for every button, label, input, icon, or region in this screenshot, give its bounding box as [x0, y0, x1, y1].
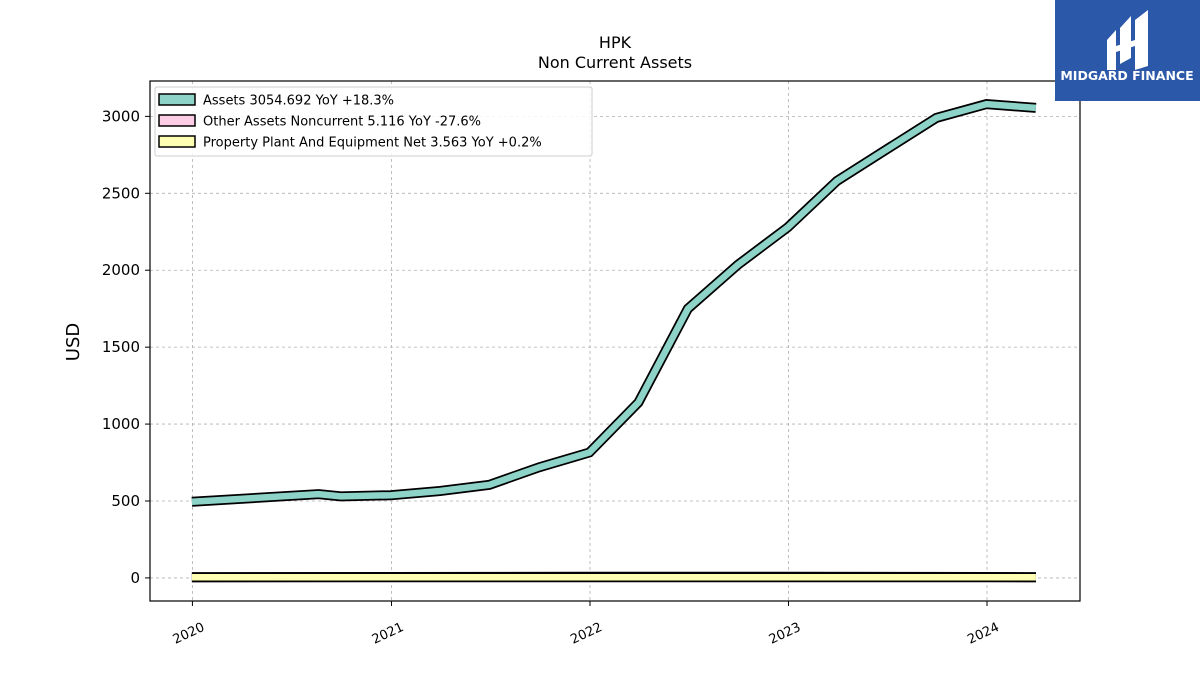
x-tick-label: 2022 [568, 620, 604, 648]
x-tick-label: 2023 [767, 620, 803, 648]
y-axis: 0 500 1000 1500 2000 2500 3000 [102, 107, 150, 587]
x-axis: 2020 2021 2022 2023 2024 [171, 601, 1002, 648]
y-tick-label: 2500 [102, 184, 140, 202]
legend: Assets 3054.692 YoY +18.3% Other Assets N… [154, 86, 593, 157]
logo-mark-icon [1107, 10, 1148, 70]
y-tick-label: 2000 [102, 261, 140, 279]
legend-swatch-other-assets-noncurrent [158, 114, 196, 127]
chart-title: HPK [599, 33, 632, 52]
plot-frame [149, 80, 1081, 602]
series-outline-assets [191, 99, 1037, 507]
y-tick-label: 1000 [102, 415, 140, 433]
y-tick-label: 1500 [102, 338, 140, 356]
y-tick-label: 500 [111, 492, 140, 510]
legend-label-other-assets-noncurrent: Other Assets Noncurrent 5.116 YoY -27.6% [203, 115, 481, 130]
x-tick-label: 2021 [370, 620, 406, 648]
chart-subtitle: Non Current Assets [538, 53, 692, 72]
y-axis-label: USD [63, 323, 84, 361]
series-line-assets [191, 100, 1037, 506]
y-tick-label: 3000 [102, 107, 140, 125]
x-tick-label: 2024 [965, 620, 1001, 648]
series-layer [191, 99, 1037, 583]
logo-brand-text: MIDGARD FINANCE [1060, 68, 1193, 83]
legend-frame [154, 86, 593, 157]
legend-label-property-plant-and-equipment-net: Property Plant And Equipment Net 3.563 Y… [203, 136, 542, 151]
legend-swatch-assets [158, 93, 196, 106]
y-tick-label: 0 [130, 569, 140, 587]
brand-logo: MIDGARD FINANCE [1055, 0, 1200, 101]
x-tick-label: 2020 [171, 620, 207, 648]
legend-label-assets: Assets 3054.692 YoY +18.3% [203, 94, 394, 109]
legend-swatch-property-plant-and-equipment-net [158, 135, 196, 148]
grid-lines [150, 81, 1080, 601]
